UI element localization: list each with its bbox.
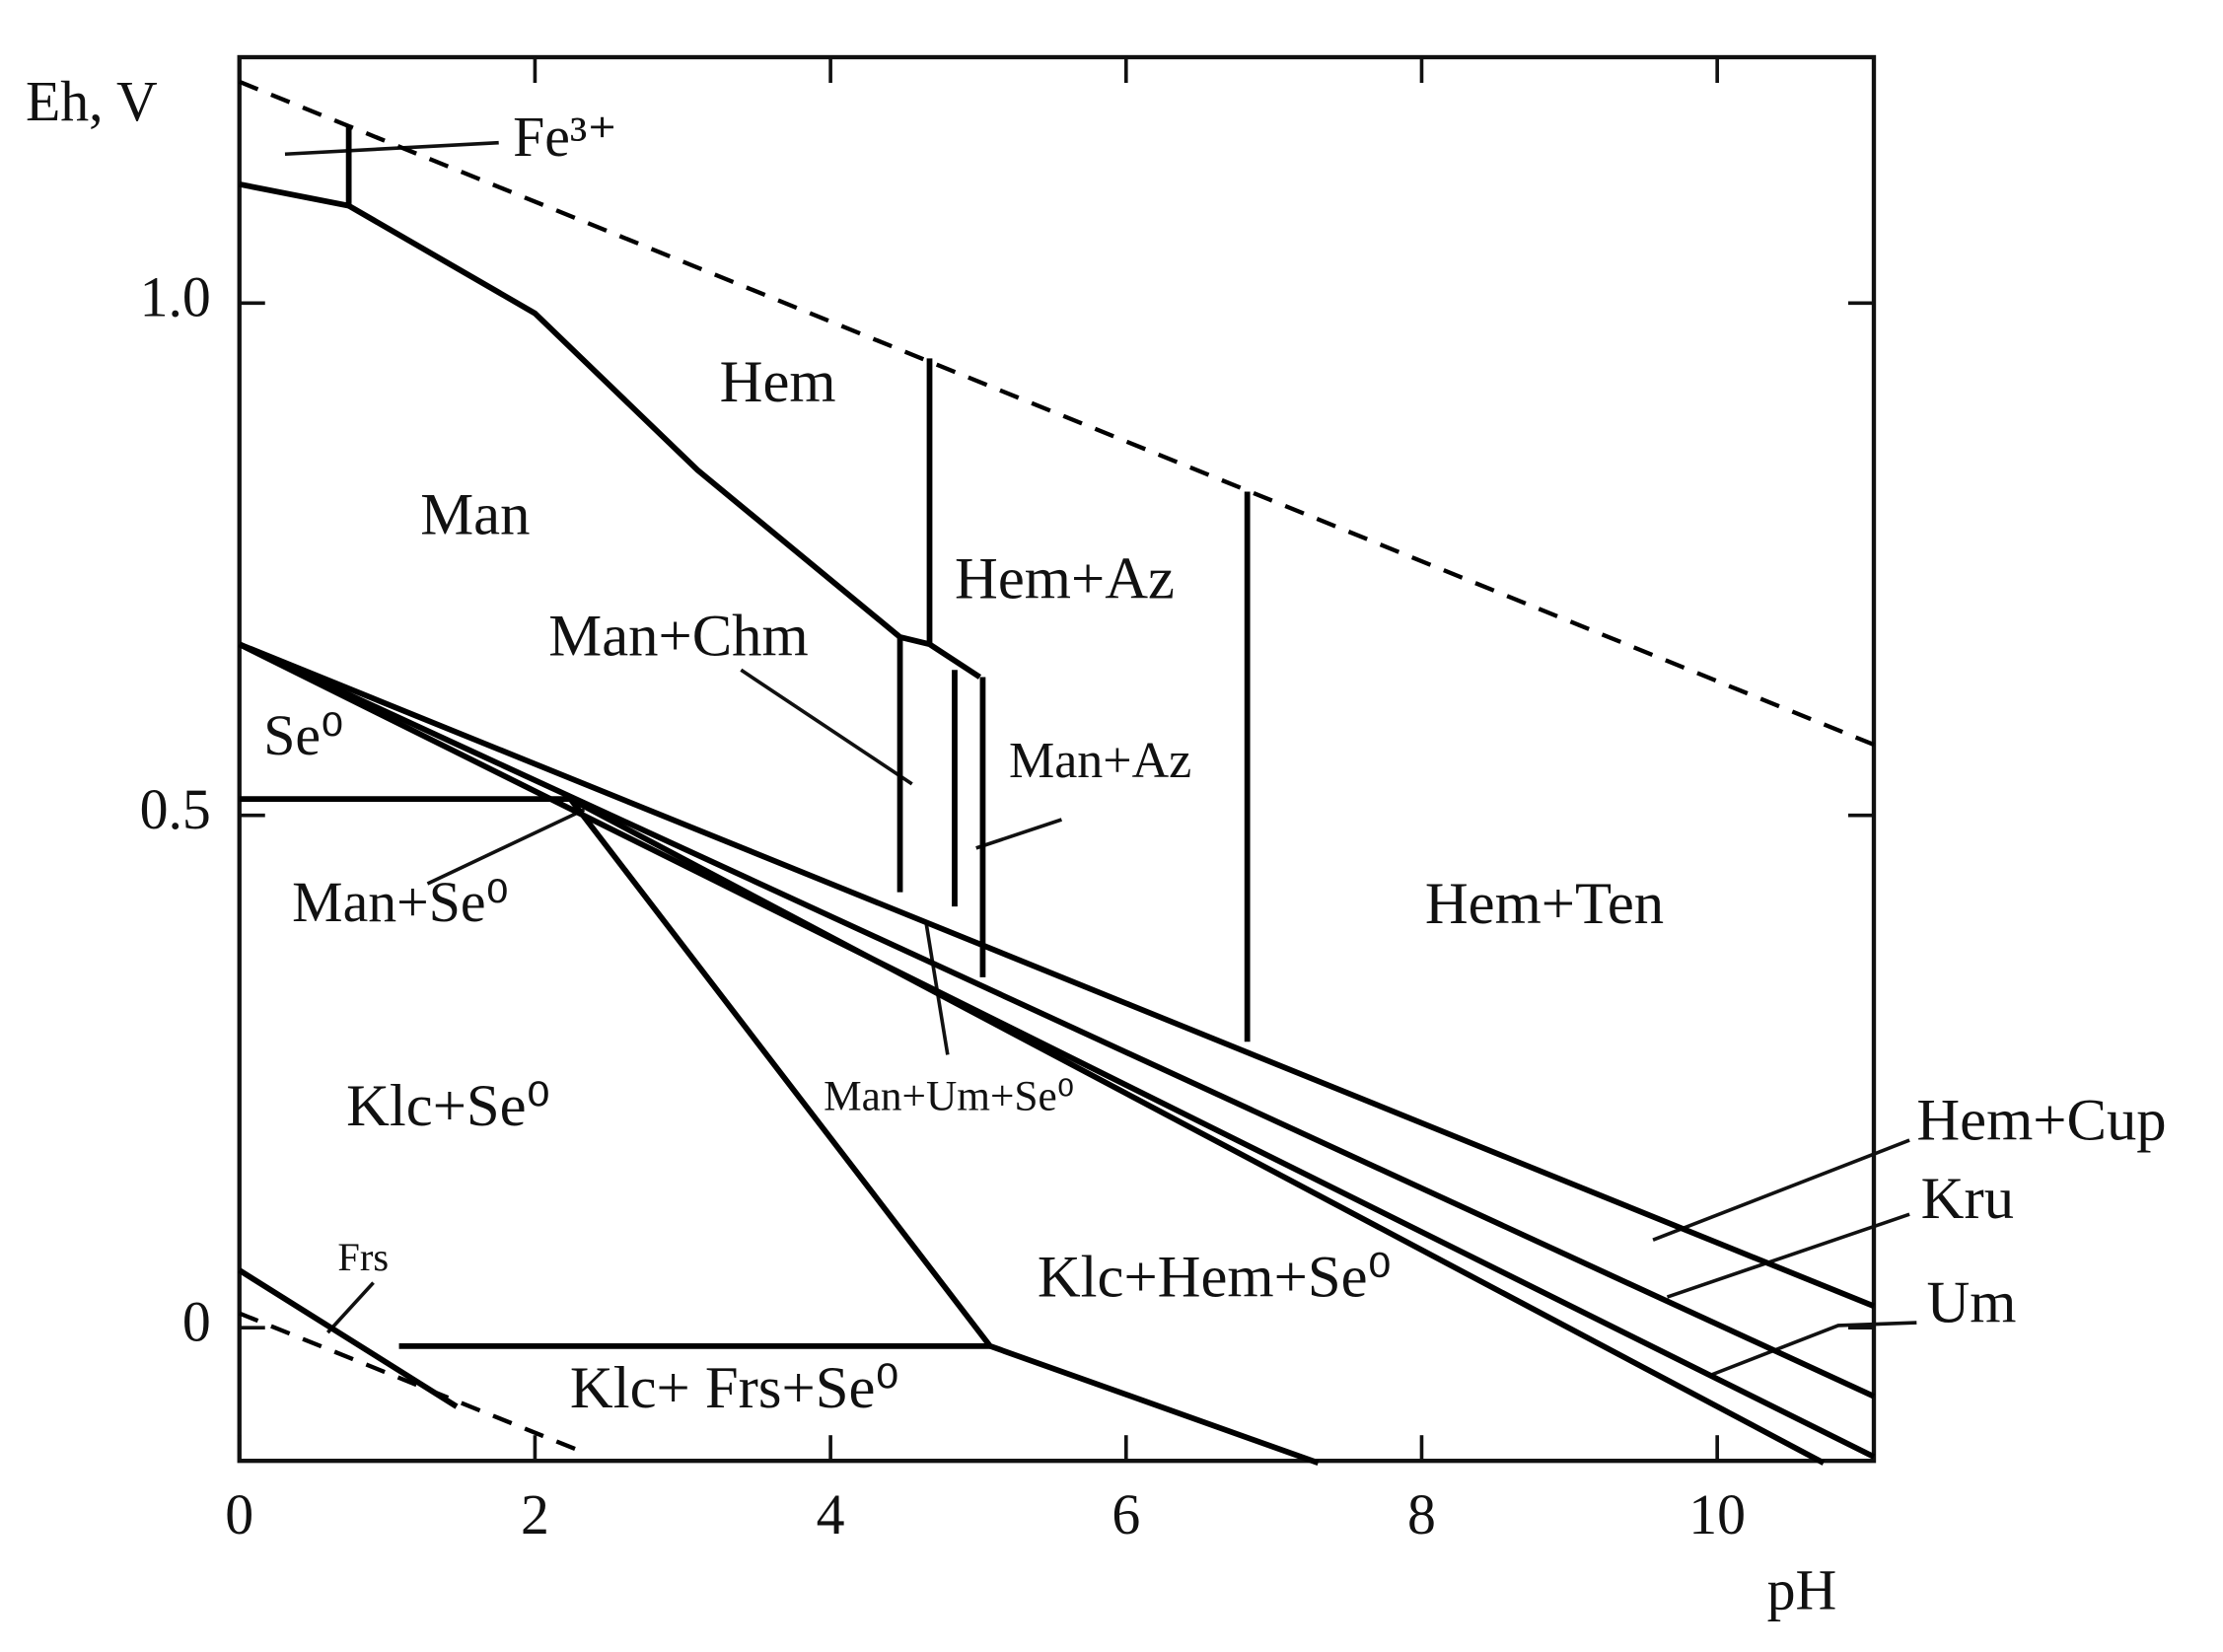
phase-boundary <box>239 124 352 210</box>
region-label: Klc+Se⁰ <box>346 1073 550 1139</box>
region-label: Se⁰ <box>263 704 343 767</box>
x-tick-label: 2 <box>521 1483 549 1546</box>
water-stability-line <box>238 79 1875 748</box>
phase-boundary <box>569 796 1826 1466</box>
x-tick-label: 4 <box>817 1483 845 1546</box>
phase-boundary <box>347 203 982 680</box>
region-label: Frs <box>337 1235 389 1279</box>
region-label: Hem+Az <box>955 546 1175 612</box>
arrows <box>284 140 1917 1378</box>
phase-boundary <box>238 641 1876 1460</box>
y-axis-label: Eh, V <box>26 70 158 133</box>
y-tick-label: 1.0 <box>140 266 211 329</box>
y-tick-label: 0 <box>182 1290 211 1353</box>
x-tick-label: 8 <box>1407 1483 1436 1546</box>
region-label: Man+Se⁰ <box>292 871 508 934</box>
phase-boundary <box>238 641 1876 1310</box>
plot-frame <box>237 54 1877 1464</box>
region-label: Hem+Cup <box>1916 1088 2166 1154</box>
x-axis-label: pH <box>1767 1559 1837 1622</box>
phase-boundary <box>568 797 1320 1466</box>
region-label: Man+Az <box>1009 733 1191 789</box>
region-label: Man+Chm <box>548 603 808 669</box>
x-tick-label: 6 <box>1112 1483 1140 1546</box>
phase-boundary <box>238 1267 459 1409</box>
region-label: Fe³⁺ <box>513 106 617 169</box>
region-label: Man <box>420 481 530 547</box>
region-label: Klc+ Frs+Se⁰ <box>570 1355 899 1421</box>
x-tick-label: 10 <box>1688 1483 1746 1546</box>
phase-boundary <box>238 641 1876 1400</box>
region-label: Hem <box>720 349 836 415</box>
region-label: Hem+Ten <box>1425 871 1664 937</box>
water-stability-line <box>238 1311 581 1453</box>
region-label: Kru <box>1921 1166 2014 1232</box>
y-tick-label: 0.5 <box>140 778 211 841</box>
region-label: Um <box>1926 1270 2016 1336</box>
region-label: Man+Um+Se⁰ <box>824 1073 1074 1120</box>
x-tick-label: 0 <box>225 1483 253 1546</box>
region-label: Klc+Hem+Se⁰ <box>1038 1245 1392 1311</box>
